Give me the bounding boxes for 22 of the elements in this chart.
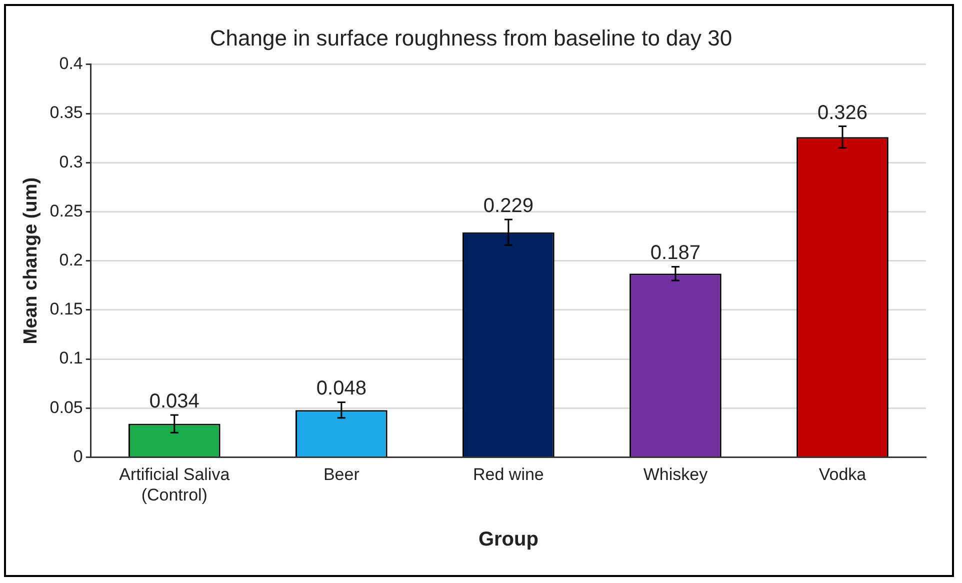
x-tick-label: Beer <box>323 465 360 484</box>
y-tick-label: 0.05 <box>50 398 83 417</box>
y-tick-label: 0.15 <box>50 300 83 319</box>
x-tick-label: Whiskey <box>643 465 708 484</box>
y-tick-label: 0 <box>73 446 83 466</box>
y-tick-label: 0.1 <box>59 348 83 368</box>
data-label: 0.326 <box>817 102 868 124</box>
data-label: 0.034 <box>149 390 200 412</box>
y-axis-title: Mean change (um) <box>20 177 42 344</box>
x-tick-label: Artificial Saliva (Control) <box>119 465 230 504</box>
y-tick-label: 0.35 <box>50 103 83 122</box>
y-tick-label: 0.25 <box>50 201 83 220</box>
data-label: 0.048 <box>316 378 366 400</box>
y-tick-label: 0.4 <box>59 54 83 74</box>
y-tick-label: 0.2 <box>59 250 83 270</box>
data-label: 0.187 <box>650 242 700 264</box>
chart-title: Change in surface roughness from baseline to day 30 <box>210 25 732 50</box>
y-tick-label: 0.3 <box>59 152 83 172</box>
data-label: 0.229 <box>483 195 534 218</box>
x-tick-label: Vodka <box>818 465 867 484</box>
x-axis-title: Group <box>478 528 538 551</box>
x-tick-label: Red wine <box>473 465 544 484</box>
